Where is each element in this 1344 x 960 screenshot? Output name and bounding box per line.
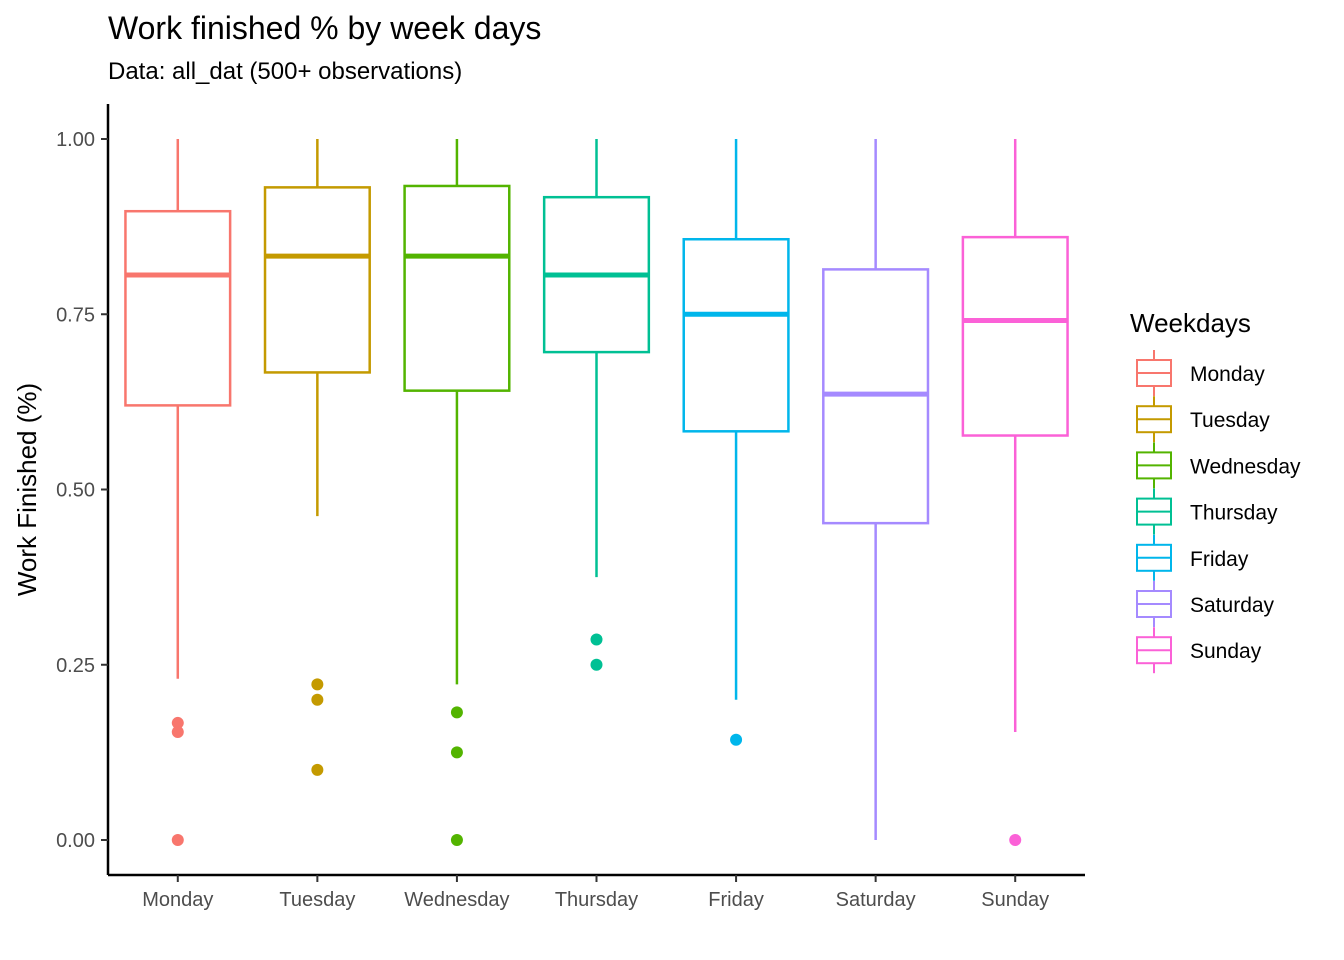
x-tick-label: Friday <box>708 889 764 911</box>
y-tick-label: 0.50 <box>56 480 95 502</box>
legend-title: Weekdays <box>1130 308 1251 338</box>
box-iqr <box>682 237 790 433</box>
legend-label: Sunday <box>1190 640 1262 663</box>
legend-item-monday: Monday <box>1136 350 1265 396</box>
y-tick-label: 0.25 <box>56 655 95 677</box>
y-tick-label: 0.00 <box>56 830 95 852</box>
box-iqr <box>124 209 232 407</box>
y-axis-label: Work Finished (%) <box>12 383 42 596</box>
outlier-point <box>450 746 463 759</box>
box-wednesday <box>403 139 511 846</box>
box-iqr <box>403 184 511 392</box>
outlier-point <box>590 658 603 671</box>
box-iqr <box>961 235 1069 437</box>
legend-label: Thursday <box>1190 502 1278 525</box>
legend-item-friday: Friday <box>1136 534 1249 581</box>
outlier-point <box>590 633 603 646</box>
legend-item-wednesday: Wednesday <box>1136 442 1301 489</box>
x-tick-label: Sunday <box>981 889 1049 911</box>
outlier-point <box>311 693 324 706</box>
chart-subtitle: Data: all_dat (500+ observations) <box>108 58 463 85</box>
legend-item-saturday: Saturday <box>1136 581 1275 627</box>
box-thursday <box>542 139 651 671</box>
box-iqr <box>263 186 371 374</box>
box-tuesday <box>263 139 371 776</box>
x-tick-label: Saturday <box>836 889 916 911</box>
y-tick-label: 1.00 <box>56 129 95 151</box>
legend: Weekdays Monday Tuesday Wednesday Thursday Fr… <box>1130 308 1301 674</box>
box-monday <box>124 139 232 846</box>
outlier-point <box>171 834 184 846</box>
outlier-point <box>730 733 743 746</box>
legend-label: Friday <box>1190 548 1249 571</box>
legend-label: Saturday <box>1190 594 1275 617</box>
plot-area <box>124 139 1069 846</box>
outlier-point <box>1009 834 1022 846</box>
outlier-point <box>450 706 463 719</box>
outlier-point <box>171 726 184 739</box>
outlier-point <box>171 716 184 729</box>
legend-label: Monday <box>1190 363 1265 386</box>
box-saturday <box>822 139 930 840</box>
x-tick-label: Wednesday <box>404 889 509 911</box>
box-friday <box>682 139 790 746</box>
outlier-point <box>311 763 324 776</box>
legend-item-thursday: Thursday <box>1136 488 1278 535</box>
legend-label: Wednesday <box>1190 455 1301 478</box>
outlier-point <box>450 834 463 846</box>
legend-item-sunday: Sunday <box>1136 627 1262 674</box>
legend-label: Tuesday <box>1190 409 1270 432</box>
y-tick-label: 0.75 <box>56 304 95 326</box>
x-tick-label: Thursday <box>555 889 638 911</box>
box-sunday <box>961 139 1069 846</box>
legend-item-tuesday: Tuesday <box>1136 396 1270 443</box>
chart-title: Work finished % by week days <box>108 10 542 46</box>
x-tick-label: Tuesday <box>279 889 355 911</box>
outlier-point <box>311 678 324 691</box>
axes: 0.00 0.25 0.50 0.75 1.00 Monday Tuesday Wednesd… <box>12 104 1085 911</box>
x-tick-label: Monday <box>142 889 213 911</box>
